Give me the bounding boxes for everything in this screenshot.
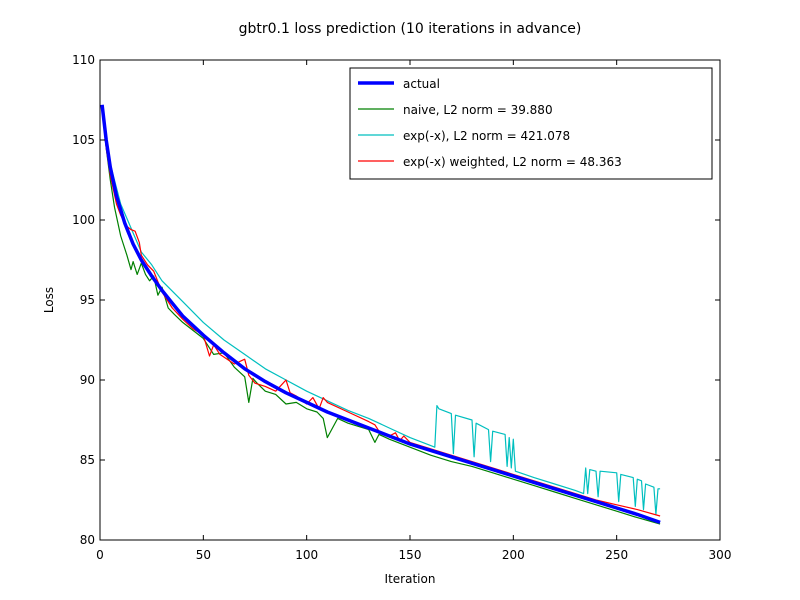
series-line-2	[101, 107, 661, 516]
x-axis-label: Iteration	[385, 572, 436, 586]
legend: actual naive, L2 norm = 39.880 exp(-x), L2…	[349, 67, 713, 180]
plot-lines	[100, 104, 661, 525]
y-tick-label: 80	[80, 533, 95, 547]
legend-label-3: exp(-x) weighted, L2 norm = 48.363	[403, 155, 622, 169]
chart-title: gbtr0.1 loss prediction (10 iterations i…	[239, 21, 582, 37]
legend-label-1: naive, L2 norm = 39.880	[403, 103, 553, 117]
y-tick-label: 100	[72, 213, 95, 227]
series-line-0	[100, 104, 661, 525]
y-tick-label: 85	[80, 453, 95, 467]
y-axis-ticks: 80 85 90 95 100 105 110	[72, 53, 720, 547]
y-tick-label: 110	[72, 53, 95, 67]
y-tick-label: 95	[80, 293, 95, 307]
x-tick-label: 150	[399, 548, 422, 562]
legend-label-0: actual	[403, 77, 440, 91]
x-tick-label: 300	[709, 548, 732, 562]
x-tick-label: 50	[196, 548, 211, 562]
x-tick-label: 0	[96, 548, 104, 562]
x-tick-label: 100	[295, 548, 318, 562]
x-tick-label: 250	[605, 548, 628, 562]
legend-box	[349, 67, 713, 180]
legend-label-2: exp(-x), L2 norm = 421.078	[403, 129, 570, 143]
x-axis-ticks: 0 50 100 150 200 250 300	[96, 60, 731, 562]
y-tick-label: 105	[72, 133, 95, 147]
y-tick-label: 90	[80, 373, 95, 387]
x-tick-label: 200	[502, 548, 525, 562]
series-line-1	[101, 107, 661, 525]
y-axis-label: Loss	[42, 287, 56, 313]
